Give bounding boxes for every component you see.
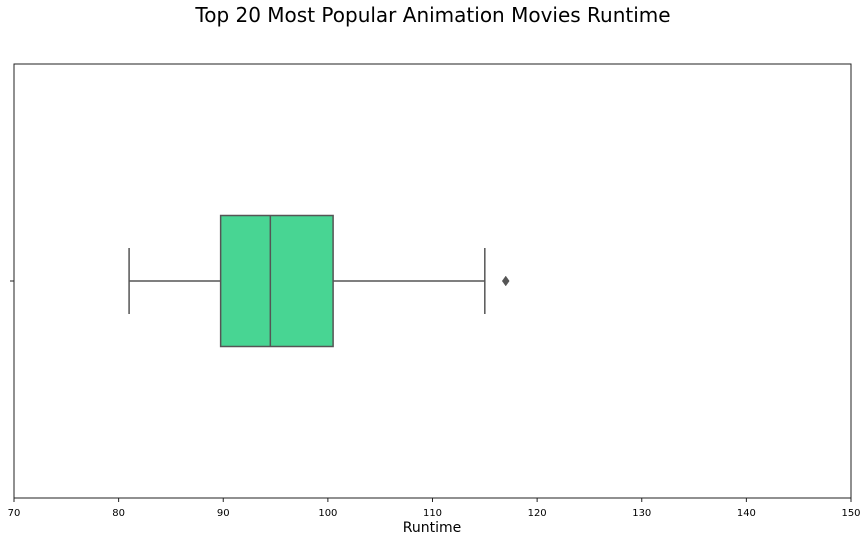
- x-tick-label: 70: [8, 508, 21, 519]
- x-tick-label: 140: [737, 508, 756, 519]
- x-axis-ticks: 70 80 90 100 110 120 130 140 150: [8, 498, 861, 519]
- x-tick-label: 130: [632, 508, 651, 519]
- iqr-box: [219, 214, 334, 348]
- x-axis-label: Runtime: [403, 520, 461, 536]
- x-tick-label: 150: [841, 508, 860, 519]
- chart-title: Top 20 Most Popular Animation Movies Run…: [194, 3, 670, 27]
- x-tick-label: 110: [423, 508, 442, 519]
- x-tick-label: 80: [112, 508, 125, 519]
- x-tick-label: 120: [528, 508, 547, 519]
- box-group: [128, 214, 510, 348]
- x-tick-label: 90: [217, 508, 230, 519]
- x-tick-label: 100: [318, 508, 337, 519]
- outlier-point: [501, 275, 510, 287]
